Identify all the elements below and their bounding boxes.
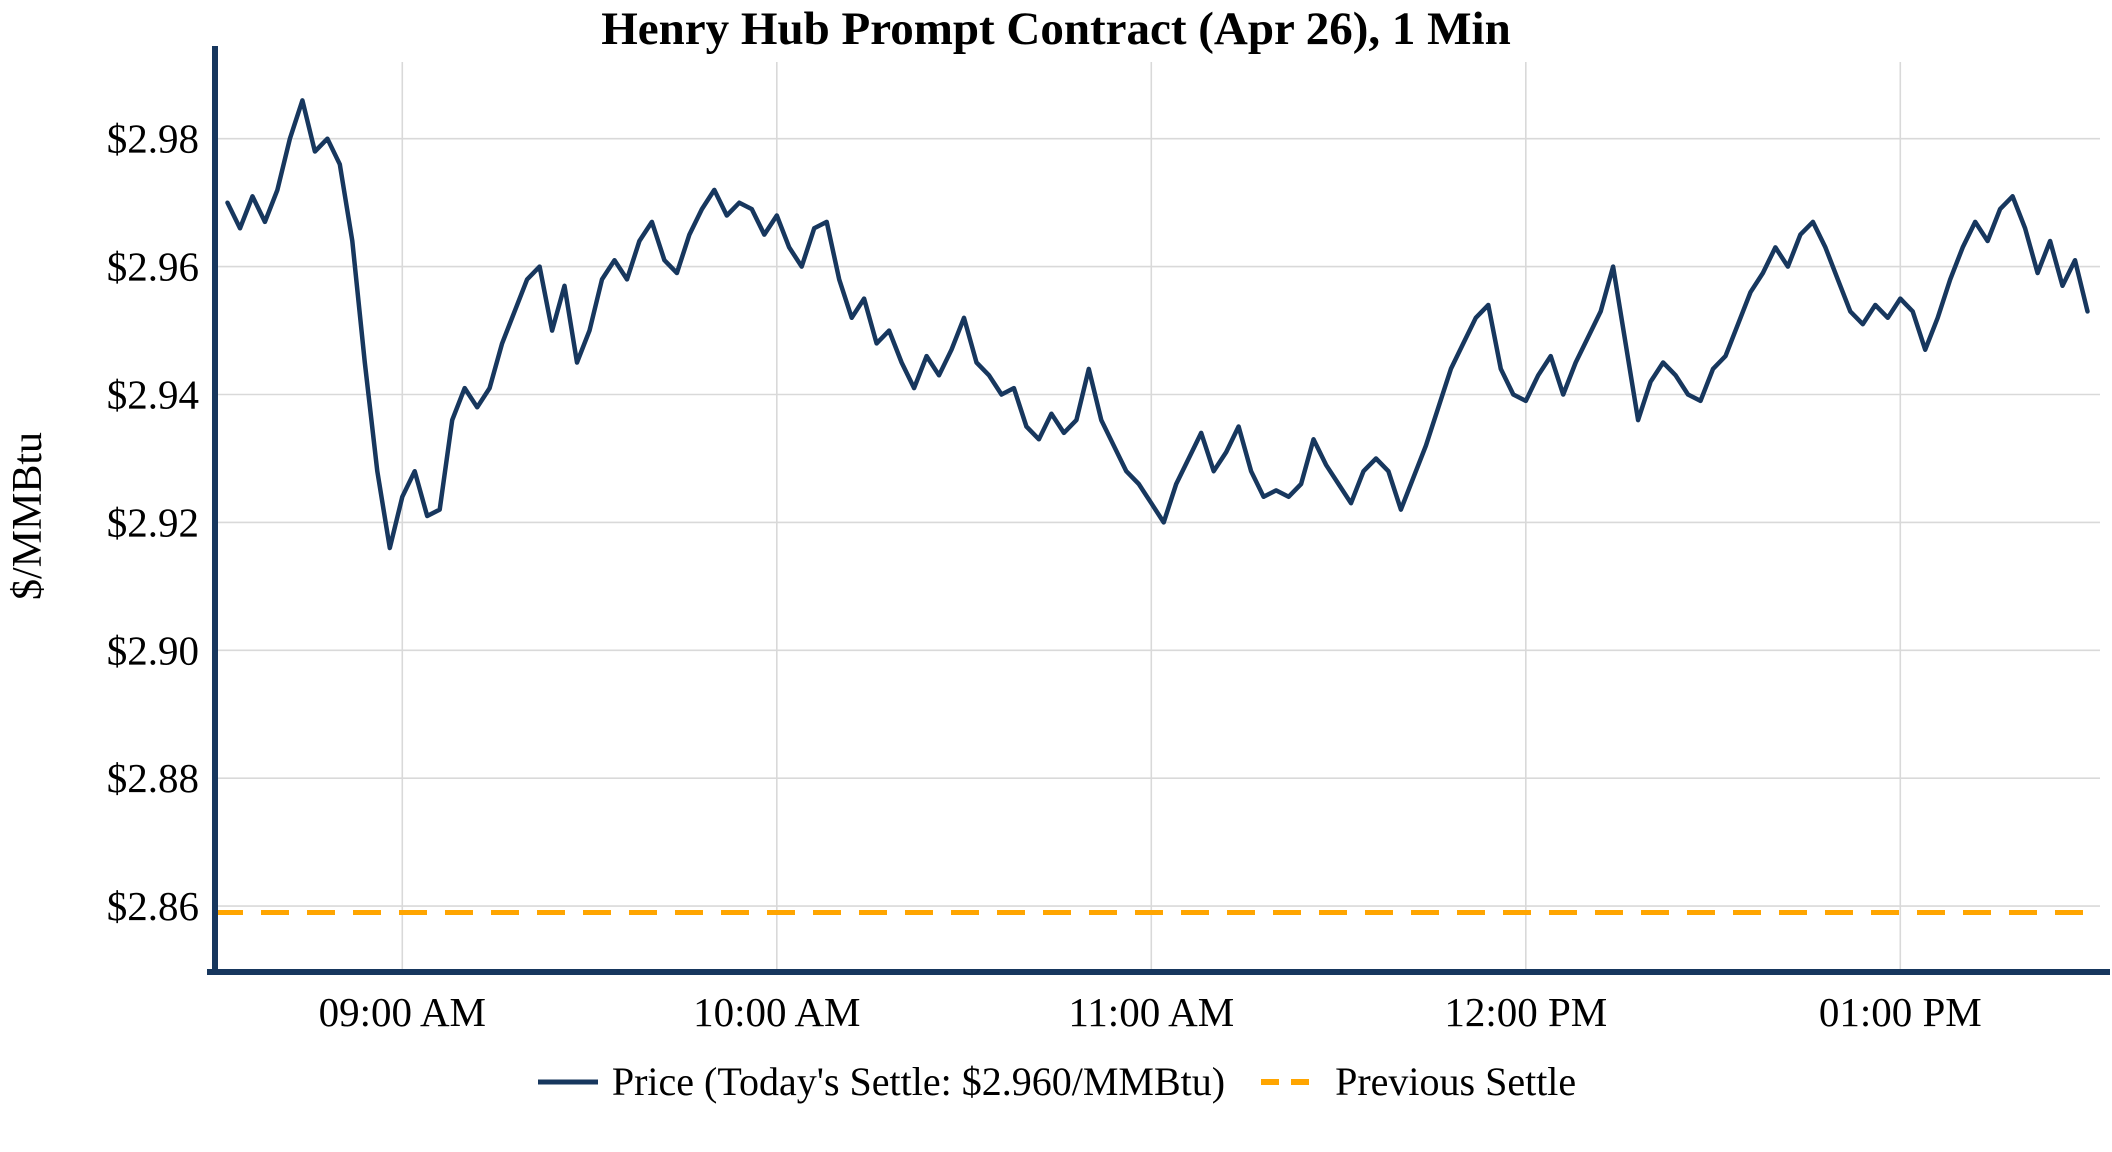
legend-item-price: Price (Today's Settle: $2.960/MMBtu) xyxy=(536,1058,1225,1105)
legend-item-previous-settle: Previous Settle xyxy=(1259,1058,1576,1105)
x-tick-label: 01:00 PM xyxy=(1819,989,1982,1035)
y-tick-label: $2.98 xyxy=(107,116,199,162)
y-tick-label: $2.88 xyxy=(107,755,199,801)
price-line-swatch-icon xyxy=(537,1079,598,1084)
chart-title: Henry Hub Prompt Contract (Apr 26), 1 Mi… xyxy=(601,3,1511,55)
y-tick-label: $2.90 xyxy=(107,627,199,673)
y-tick-label: $2.96 xyxy=(107,244,199,290)
y-tick-label: $2.94 xyxy=(107,372,199,418)
price-line xyxy=(225,98,2090,551)
y-tick-label: $2.92 xyxy=(107,499,199,545)
x-tick-label: 09:00 AM xyxy=(319,989,486,1035)
x-tick-label: 10:00 AM xyxy=(693,989,860,1035)
chart-legend: Price (Today's Settle: $2.960/MMBtu) Pre… xyxy=(0,1058,2112,1105)
legend-previous-settle-label: Previous Settle xyxy=(1335,1059,1577,1104)
legend-price-label: Price (Today's Settle: $2.960/MMBtu) xyxy=(611,1059,1226,1104)
x-tick-label: 11:00 AM xyxy=(1068,989,1234,1035)
x-tick-label: 12:00 PM xyxy=(1444,989,1607,1035)
previous-settle-swatch-icon xyxy=(1261,1078,1322,1085)
y-tick-label: $2.86 xyxy=(107,883,199,929)
